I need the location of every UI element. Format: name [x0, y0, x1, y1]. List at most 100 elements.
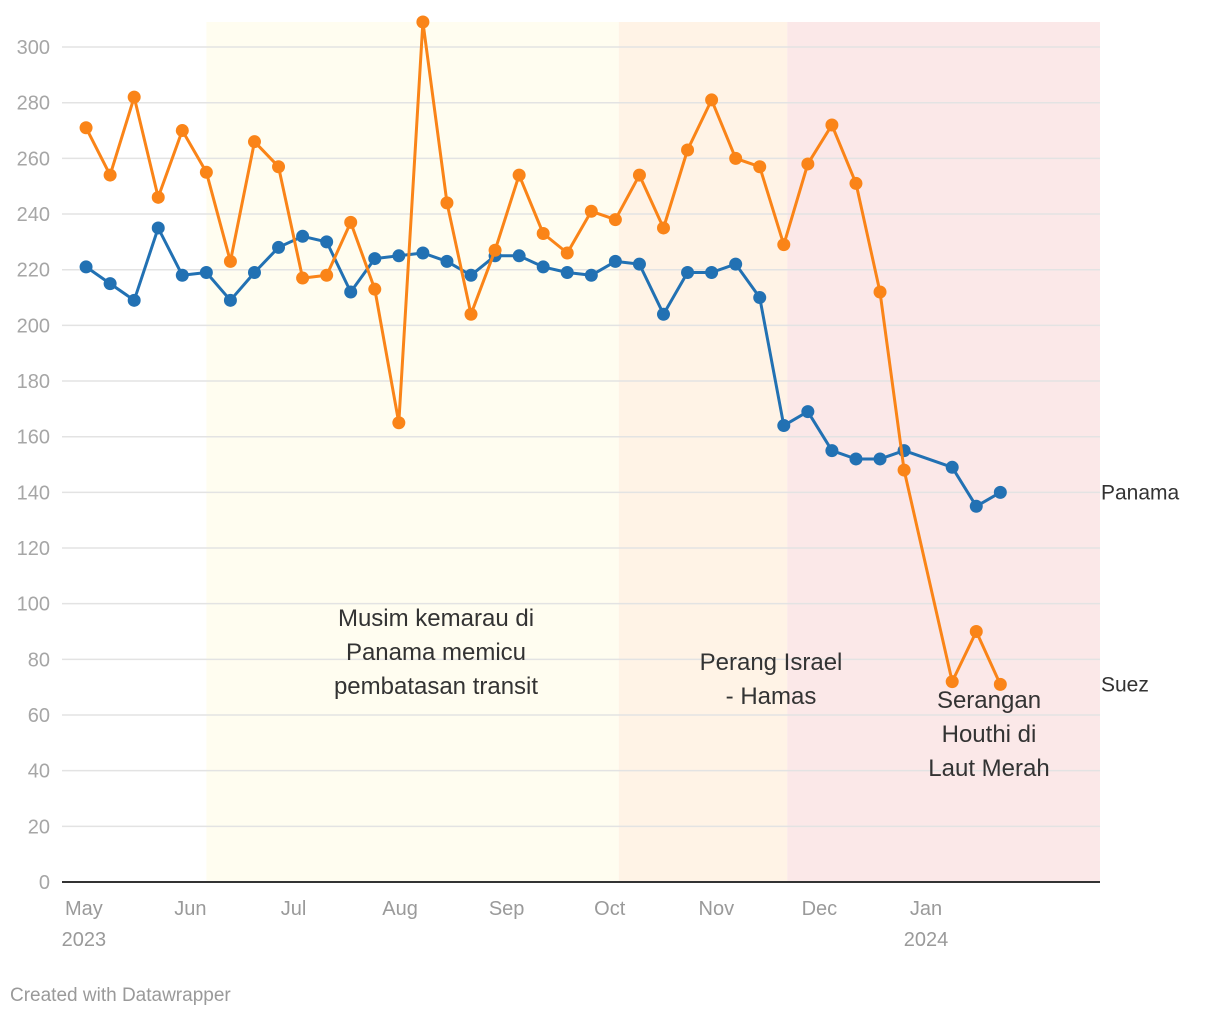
data-point-suez: [608, 213, 622, 227]
x-tick-label: Jul: [281, 898, 307, 920]
period-annotation-line: pembatasan transit: [334, 673, 538, 700]
x-tick-label: Jun: [174, 898, 206, 920]
data-point-panama: [536, 260, 550, 274]
period-annotation-line: Panama memicu: [346, 639, 526, 666]
data-point-panama: [127, 293, 141, 307]
x-tick-label: Oct: [594, 898, 626, 920]
data-point-panama: [392, 249, 406, 263]
data-point-panama: [873, 452, 887, 466]
data-point-panama: [223, 293, 237, 307]
data-point-suez: [656, 221, 670, 235]
data-point-panama: [801, 405, 815, 419]
y-tick-label: 220: [17, 260, 50, 282]
y-tick-label: 240: [17, 204, 50, 226]
data-point-suez: [440, 196, 454, 210]
x-tick-label: Jan: [910, 898, 942, 920]
data-point-panama: [320, 235, 334, 249]
x-tick-label: Sep: [489, 898, 525, 920]
data-point-suez: [536, 227, 550, 241]
data-point-suez: [632, 168, 646, 182]
series-line-suez: [84, 20, 1002, 686]
data-point-suez: [175, 124, 189, 138]
end-label-suez: Suez: [1101, 673, 1149, 696]
data-point-suez: [392, 416, 406, 430]
data-point-suez: [272, 160, 286, 174]
data-point-panama: [272, 240, 286, 254]
data-point-suez: [753, 160, 767, 174]
data-point-suez: [320, 268, 334, 282]
data-point-suez: [103, 168, 117, 182]
data-point-panama: [103, 277, 117, 291]
x-tick-label: May: [65, 898, 103, 920]
period-annotation-line: Laut Merah: [928, 755, 1049, 782]
data-point-panama: [344, 285, 358, 299]
data-point-panama: [584, 268, 598, 282]
y-tick-label: 0: [39, 872, 50, 894]
data-point-panama: [777, 419, 791, 433]
y-tick-label: 260: [17, 148, 50, 170]
data-point-panama: [151, 221, 165, 235]
y-axis: 0 20 40 60 80 100 120 140 160 180 200 220 240 260 280 3…: [17, 37, 1100, 894]
data-point-panama: [416, 246, 430, 260]
shaded-period-1: [618, 22, 788, 882]
data-point-panama: [632, 257, 646, 271]
data-point-suez: [488, 243, 502, 257]
period-annotation-line: Serangan: [937, 687, 1041, 714]
data-point-suez: [344, 215, 358, 229]
y-tick-label: 100: [17, 594, 50, 616]
data-point-suez: [79, 121, 93, 135]
shaded-periods: [206, 22, 1100, 882]
data-point-suez: [705, 93, 719, 107]
data-point-panama: [705, 265, 719, 279]
data-point-suez: [151, 190, 165, 204]
shaded-period-0: [206, 22, 619, 882]
data-point-panama: [656, 307, 670, 321]
data-point-suez: [368, 282, 382, 296]
data-point-suez: [681, 143, 695, 157]
data-point-suez: [897, 463, 911, 477]
y-tick-label: 300: [17, 37, 50, 59]
y-tick-label: 180: [17, 371, 50, 393]
data-point-panama: [849, 452, 863, 466]
x-axis: May 2023 Jun Jul Aug Sep Oct Nov Dec Jan 2024: [62, 898, 949, 951]
y-tick-label: 60: [28, 705, 50, 727]
y-tick-label: 200: [17, 315, 50, 337]
data-point-suez: [584, 204, 598, 218]
series-lines: [79, 15, 1007, 691]
x-tick-label: Dec: [802, 898, 838, 920]
data-point-panama: [247, 265, 261, 279]
data-point-panama: [79, 260, 93, 274]
data-point-suez: [729, 151, 743, 165]
data-point-suez: [945, 675, 959, 689]
y-tick-label: 20: [28, 816, 50, 838]
end-label-panama: Panama: [1101, 481, 1180, 504]
data-point-panama: [729, 257, 743, 271]
gridlines: [62, 46, 1100, 828]
data-point-suez: [512, 168, 526, 182]
data-point-suez: [825, 118, 839, 132]
data-point-panama: [753, 291, 767, 305]
data-point-panama: [945, 460, 959, 474]
y-tick-label: 280: [17, 93, 50, 115]
data-point-suez: [969, 625, 983, 639]
y-tick-label: 40: [28, 761, 50, 783]
data-point-suez: [416, 15, 430, 29]
data-point-panama: [296, 229, 310, 243]
period-annotation-line: Perang Israel: [700, 649, 843, 676]
data-point-suez: [296, 271, 310, 285]
data-point-suez: [777, 238, 791, 252]
data-point-panama: [175, 268, 189, 282]
y-tick-label: 80: [28, 649, 50, 671]
data-point-suez: [849, 176, 863, 190]
x-tick-year-label: 2023: [62, 929, 107, 951]
credit-text: Created with Datawrapper: [10, 985, 231, 1006]
series-end-labels: Panama Suez: [1101, 481, 1180, 696]
data-point-suez: [199, 165, 213, 179]
data-point-panama: [681, 265, 695, 279]
data-point-panama: [464, 268, 478, 282]
period-annotations: Musim kemarau di Panama memicu pembatasan …: [334, 605, 1050, 782]
data-point-panama: [608, 254, 622, 268]
data-point-panama: [560, 265, 574, 279]
y-tick-label: 160: [17, 427, 50, 449]
